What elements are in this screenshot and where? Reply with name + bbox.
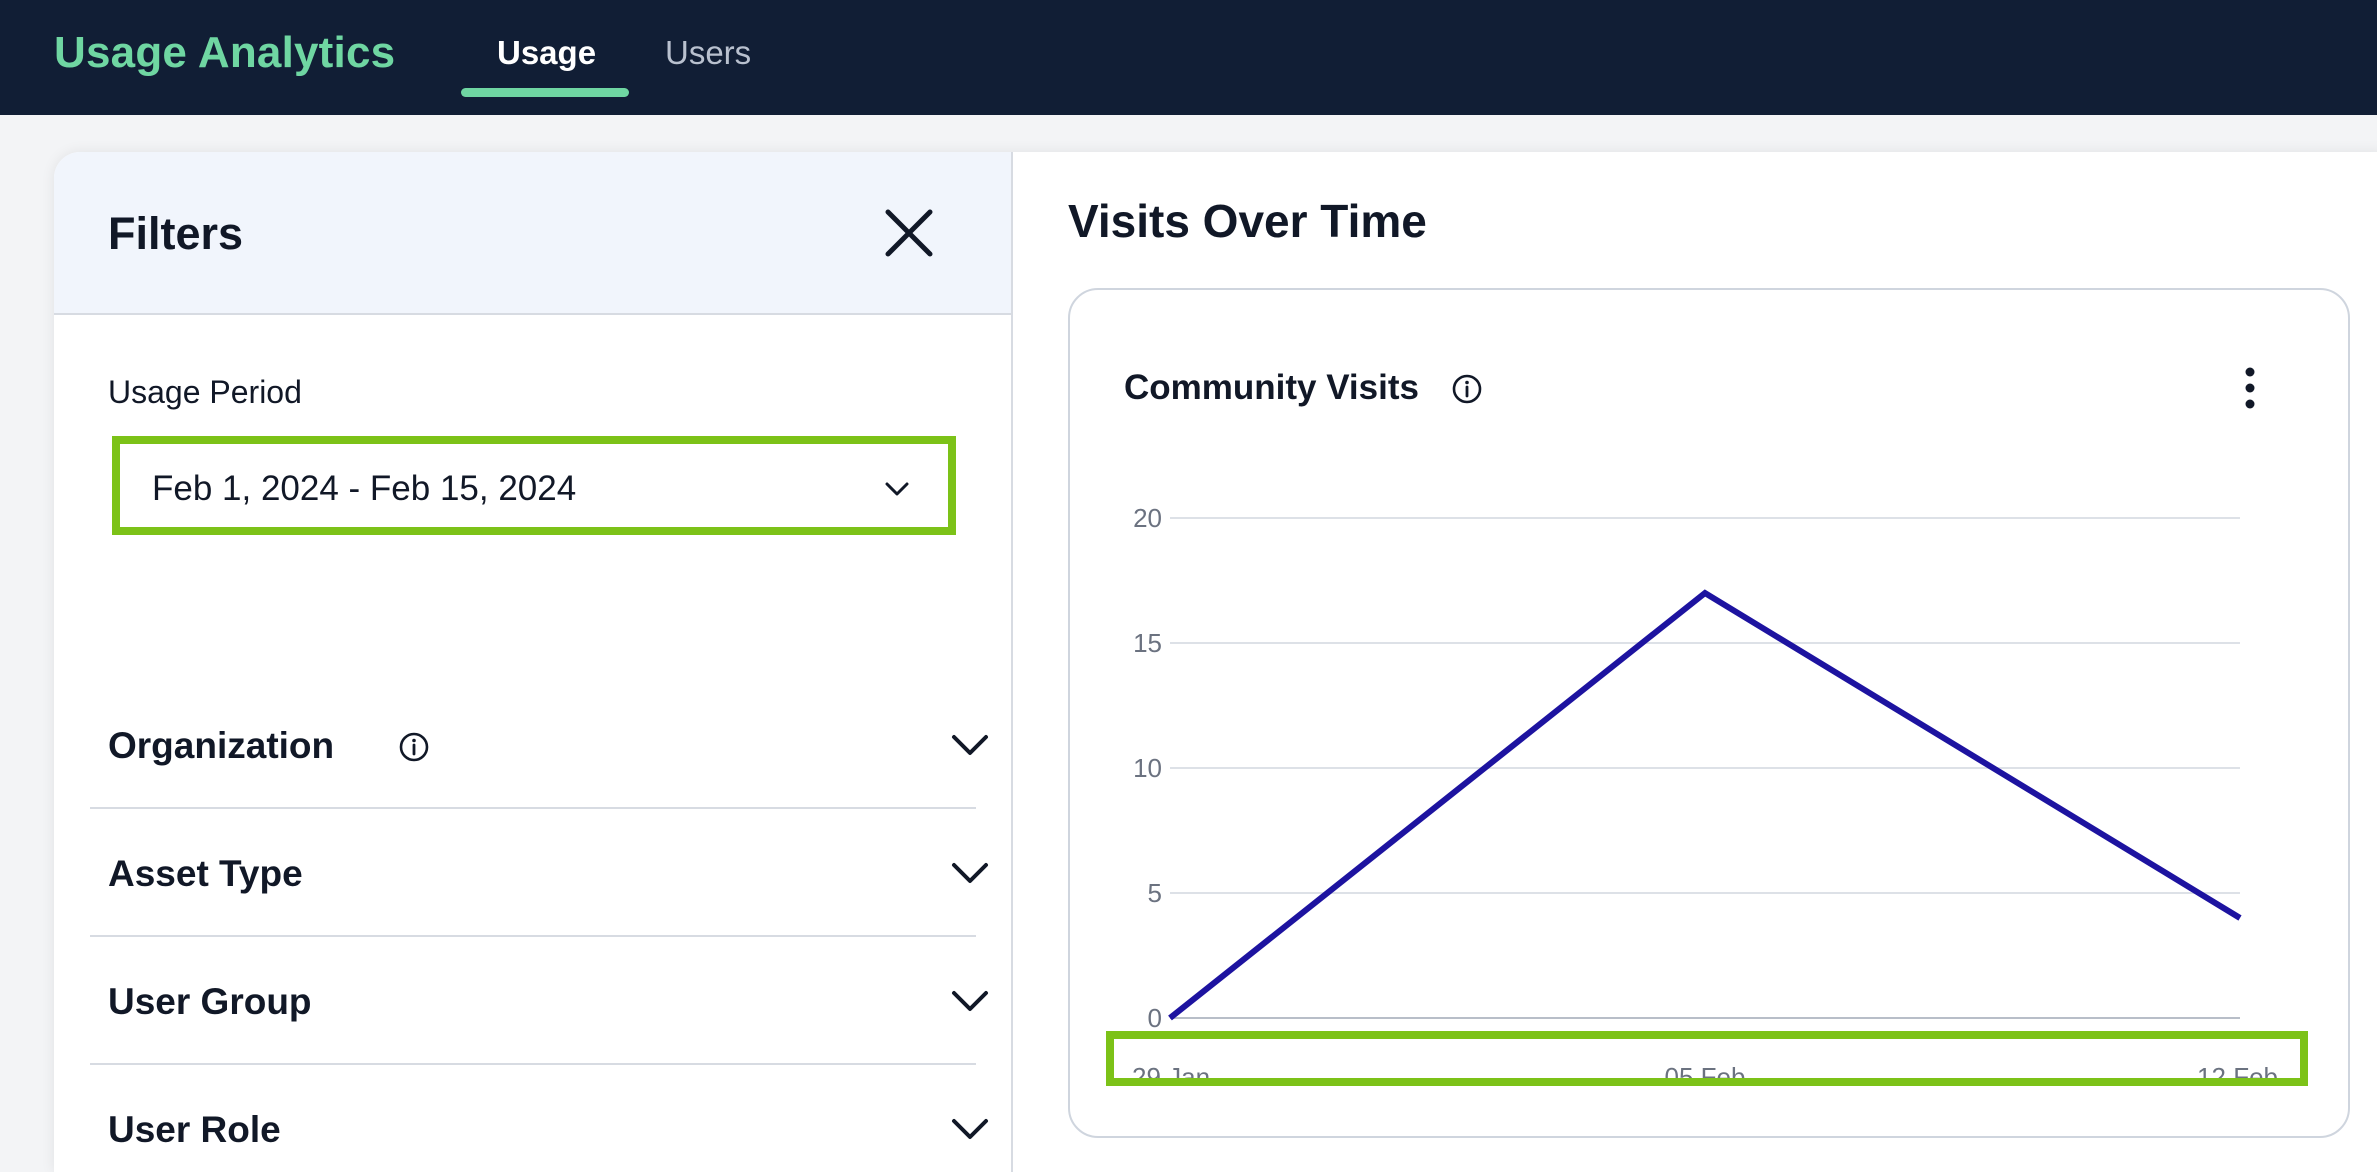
series-line [1168, 589, 2242, 1021]
section-title: Visits Over Time [1068, 195, 1427, 247]
app-title: Usage Analytics [54, 28, 396, 77]
tab-usage[interactable]: Usage [497, 34, 597, 71]
filter-section-label: User Role [108, 1109, 281, 1150]
usage-period-value: Feb 1, 2024 - Feb 15, 2024 [152, 469, 577, 508]
chart-card [1068, 288, 2350, 1138]
chevron-down-icon [952, 863, 988, 883]
x-tick-label: 12 Feb [2197, 1062, 2278, 1080]
close-button[interactable] [880, 204, 938, 262]
filter-section-user-group[interactable]: User Group [90, 937, 988, 1065]
close-icon [885, 209, 933, 257]
filter-section-organization[interactable]: Organization [90, 681, 988, 809]
chevron-down-icon [952, 1119, 988, 1139]
active-tab-indicator [461, 88, 629, 97]
filter-section-asset-type[interactable]: Asset Type [90, 809, 988, 937]
filters-panel: Filters Usage Period Feb 1, 2024 - Feb 1… [54, 152, 1013, 1172]
chevron-down-icon [885, 482, 909, 496]
more-options-icon[interactable] [2233, 365, 2267, 411]
top-navigation-bar: Usage Analytics Usage Users [0, 0, 2377, 115]
y-tick-label: 0 [1148, 1003, 1162, 1033]
x-tick-label: 05 Feb [1665, 1062, 1746, 1080]
usage-period-select[interactable]: Feb 1, 2024 - Feb 15, 2024 [112, 436, 956, 535]
community-visits-chart: 0 5 10 15 20 29 Jan 05 Feb 12 Feb [1132, 503, 2278, 1080]
filter-section-label: Organization [108, 725, 335, 766]
y-tick-label: 10 [1133, 753, 1162, 783]
x-tick-label: 29 Jan [1132, 1062, 1210, 1080]
filter-section-label: User Group [108, 981, 312, 1022]
filters-title: Filters [108, 208, 244, 259]
x-axis-highlight [1106, 1031, 2308, 1086]
filter-section-user-role[interactable]: User Role [90, 1065, 988, 1172]
chevron-down-icon [952, 991, 988, 1011]
y-tick-label: 5 [1148, 878, 1162, 908]
info-icon[interactable] [398, 731, 430, 763]
tab-users[interactable]: Users [665, 34, 752, 71]
y-tick-label: 15 [1133, 628, 1162, 658]
chevron-down-icon [952, 735, 988, 755]
y-tick-label: 20 [1133, 503, 1162, 533]
info-icon[interactable] [1451, 373, 1483, 405]
chart-title: Community Visits [1124, 368, 1419, 407]
usage-period-label: Usage Period [108, 374, 302, 410]
filter-section-label: Asset Type [108, 853, 303, 894]
filters-header: Filters [54, 152, 1011, 315]
